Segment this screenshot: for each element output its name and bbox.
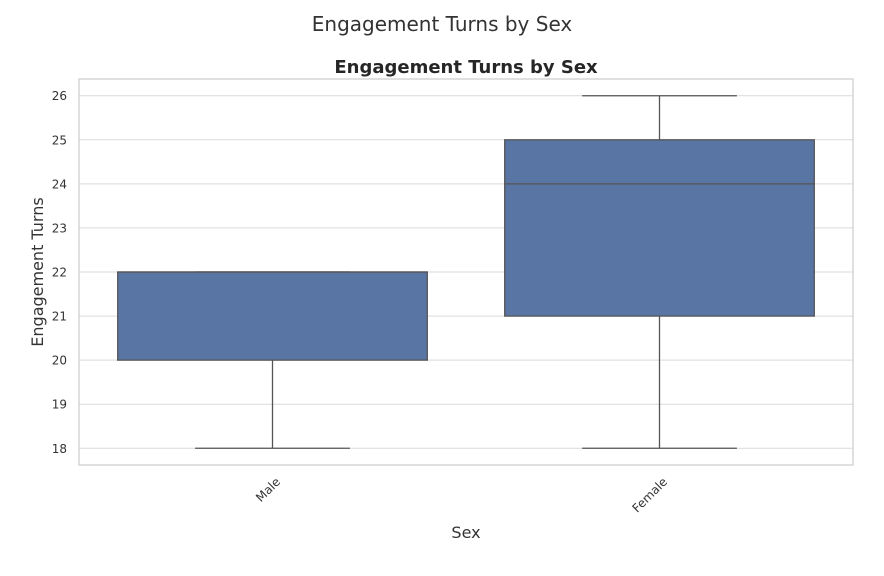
y-tick-label: 20: [52, 354, 67, 368]
y-tick-label: 26: [52, 89, 67, 103]
y-axis-label: Engagement Turns: [28, 197, 47, 346]
y-tick-label: 19: [52, 398, 67, 412]
x-tick-label: Female: [630, 475, 671, 516]
y-tick-label: 25: [52, 133, 67, 147]
y-tick-label: 23: [52, 221, 67, 235]
box-female: [504, 139, 815, 317]
x-axis-label: Sex: [451, 523, 480, 542]
x-tick-label: Male: [253, 475, 283, 505]
y-tick-label: 24: [52, 177, 67, 191]
chart-title: Engagement Turns by Sex: [334, 57, 598, 78]
box-male: [117, 271, 428, 361]
figure-suptitle: Engagement Turns by Sex: [312, 12, 573, 36]
y-tick-label: 21: [52, 310, 67, 324]
plot-frame: [78, 78, 854, 466]
y-tick-label: 18: [52, 442, 67, 456]
y-tick-label: 22: [52, 266, 67, 280]
plot-area: 18 19 20 21 22 23 24 25 26 Male Female: [52, 78, 854, 516]
